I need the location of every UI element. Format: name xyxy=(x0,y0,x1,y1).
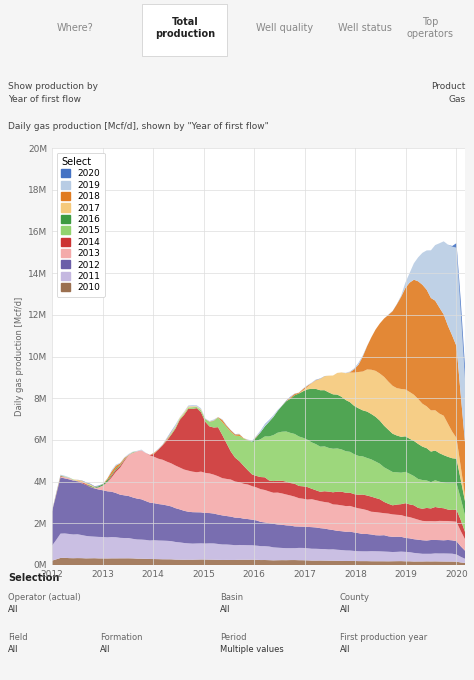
Text: First production year: First production year xyxy=(340,633,427,642)
Y-axis label: Daily gas production [Mcf/d]: Daily gas production [Mcf/d] xyxy=(15,297,24,416)
FancyBboxPatch shape xyxy=(143,4,228,56)
Text: Gas: Gas xyxy=(449,95,466,104)
Text: County: County xyxy=(340,593,370,602)
Text: Formation: Formation xyxy=(100,633,143,642)
Text: All: All xyxy=(8,605,18,614)
Text: Period: Period xyxy=(220,633,246,642)
Text: Well status: Well status xyxy=(338,23,392,33)
Text: Where?: Where? xyxy=(56,23,93,33)
Legend: 2020, 2019, 2018, 2017, 2016, 2015, 2014, 2013, 2012, 2011, 2010: 2020, 2019, 2018, 2017, 2016, 2015, 2014… xyxy=(56,152,105,296)
Text: Operator (actual): Operator (actual) xyxy=(8,593,81,602)
Text: Daily gas production [Mcf/d], shown by "Year of first flow": Daily gas production [Mcf/d], shown by "… xyxy=(8,122,269,131)
Text: Year of first flow: Year of first flow xyxy=(8,95,81,104)
Text: All: All xyxy=(100,645,110,654)
Text: Product: Product xyxy=(432,82,466,91)
Text: Show production by: Show production by xyxy=(8,82,98,91)
Text: Top
operators: Top operators xyxy=(407,17,454,39)
Text: All: All xyxy=(340,645,350,654)
Text: All: All xyxy=(340,605,350,614)
Text: Selection: Selection xyxy=(8,573,59,583)
Text: Multiple values: Multiple values xyxy=(220,645,284,654)
Text: All: All xyxy=(220,605,230,614)
Text: All: All xyxy=(8,645,18,654)
Text: Well quality: Well quality xyxy=(256,23,314,33)
Text: Basin: Basin xyxy=(220,593,243,602)
Text: Total
production: Total production xyxy=(155,17,215,39)
Text: Field: Field xyxy=(8,633,27,642)
